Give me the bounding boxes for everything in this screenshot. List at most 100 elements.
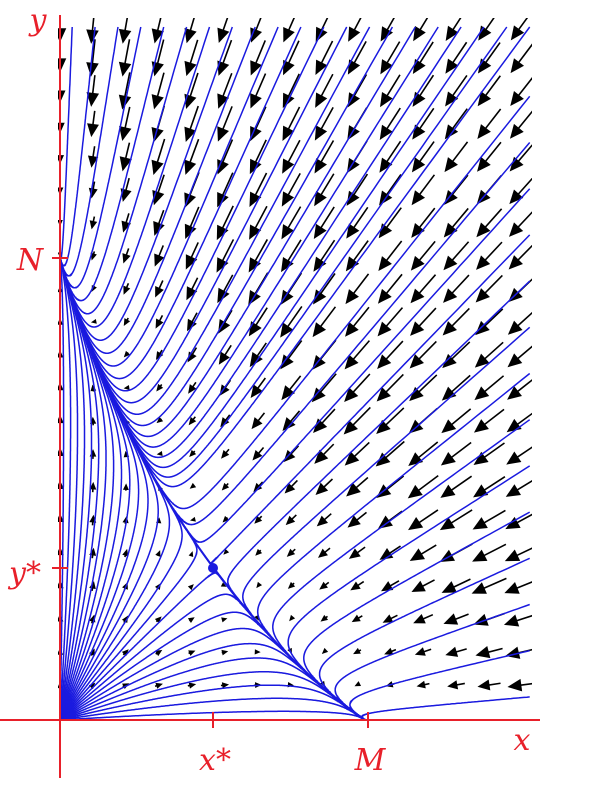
field-arrow-head — [441, 386, 457, 401]
field-arrow-head — [474, 353, 490, 368]
field-arrow-head — [377, 515, 393, 529]
field-arrow-head — [90, 318, 97, 324]
field-arrow-head — [347, 92, 360, 108]
field-arrow-head — [221, 617, 228, 623]
field-arrow-head — [382, 614, 394, 623]
field-arrow-head — [118, 28, 132, 44]
y-star-label: y* — [7, 556, 41, 591]
field-arrow-head — [408, 452, 424, 466]
field-arrow-head — [504, 549, 521, 562]
field-arrow-head — [187, 584, 194, 591]
field-arrow-head — [282, 417, 296, 432]
field-arrow-head — [444, 189, 458, 205]
field-arrow-head — [476, 222, 491, 238]
field-arrow-head — [220, 417, 230, 428]
field-arrow-head — [220, 582, 227, 587]
trajectories — [59, 26, 531, 721]
field-arrow-head — [473, 484, 489, 498]
field-arrow-head — [222, 515, 230, 523]
field-arrow-head — [156, 450, 163, 457]
field-arrow-head — [188, 551, 194, 558]
field-arrow-head — [411, 190, 426, 206]
field-arrow-head — [186, 286, 198, 301]
field-arrow-head — [282, 158, 295, 174]
field-arrow-head — [409, 354, 424, 369]
field-arrow-head — [250, 125, 262, 142]
field-arrow-head — [151, 28, 164, 44]
field-arrow-head — [315, 482, 329, 495]
field-arrow-head — [89, 481, 97, 490]
field-arrow-head — [86, 29, 99, 44]
field-arrow-head — [475, 320, 490, 336]
field-arrow-head — [216, 257, 229, 273]
field-arrow-head — [217, 93, 230, 109]
field-arrow-head — [281, 224, 294, 240]
field-arrow-head — [508, 222, 524, 237]
field-arrow-head — [221, 449, 230, 459]
field-arrow-head — [445, 25, 459, 41]
field-arrow-head — [504, 582, 520, 594]
field-arrow-head — [249, 224, 262, 240]
field-arrow-head — [122, 253, 131, 264]
field-arrow-head — [90, 252, 97, 261]
field-arrow-head — [219, 384, 230, 396]
field-arrow-head — [505, 516, 521, 530]
field-arrow-head — [154, 616, 162, 624]
field-arrow-head — [282, 125, 295, 141]
field-arrow-head — [218, 351, 230, 365]
field-arrow-head — [441, 581, 457, 593]
field-arrow-head — [444, 157, 458, 173]
field-arrow-head — [344, 387, 359, 402]
field-arrow-head — [88, 682, 96, 690]
field-arrow-head — [507, 386, 522, 400]
field-arrow-head — [184, 93, 197, 110]
field-arrow-head — [217, 126, 229, 142]
field-arrow-head — [440, 452, 456, 466]
field-arrow-head — [317, 548, 328, 558]
trajectory — [84, 234, 531, 565]
field-arrow-head — [289, 614, 296, 622]
field-arrow-head — [188, 416, 197, 426]
field-arrow-head — [413, 613, 426, 624]
field-arrow-head — [216, 224, 229, 241]
trajectory — [60, 572, 364, 720]
field-arrow-head — [250, 93, 262, 109]
field-arrow-head — [410, 255, 425, 271]
vector-field — [58, 18, 532, 692]
field-arrow-head — [280, 289, 294, 305]
field-arrow-head — [442, 321, 457, 336]
field-arrow-head — [444, 124, 459, 140]
field-arrow-head — [509, 156, 524, 172]
field-arrow-head — [217, 27, 230, 43]
field-arrow-head — [477, 156, 491, 172]
trajectory — [59, 26, 234, 341]
field-arrow-head — [254, 515, 263, 524]
field-arrow-head — [188, 650, 196, 656]
saddle-point — [208, 563, 218, 573]
field-arrow-head — [123, 350, 131, 358]
field-arrow-head — [376, 419, 391, 435]
field-arrow-head — [86, 92, 100, 107]
x-axis-label: x — [514, 723, 531, 758]
field-arrow-head — [285, 515, 296, 526]
field-arrow-head — [250, 60, 262, 76]
field-arrow-head — [503, 614, 520, 627]
trajectory — [59, 257, 72, 718]
field-arrow-head — [120, 188, 132, 202]
field-arrow-head — [320, 614, 329, 622]
field-arrow-head — [510, 58, 525, 74]
field-arrow-head — [347, 59, 361, 75]
field-arrow-head — [283, 27, 295, 43]
field-arrow-head — [151, 159, 164, 175]
field-arrow-head — [313, 223, 327, 240]
field-arrow-head — [346, 190, 360, 206]
field-arrow-head — [346, 482, 361, 497]
field-arrow-head — [155, 318, 164, 329]
field-arrow-head — [123, 384, 130, 391]
field-arrow-head — [344, 451, 360, 466]
field-arrow-head — [313, 418, 328, 433]
field-arrow-head — [155, 351, 164, 360]
field-arrow-head — [348, 26, 361, 42]
field-arrow-head — [506, 451, 522, 465]
